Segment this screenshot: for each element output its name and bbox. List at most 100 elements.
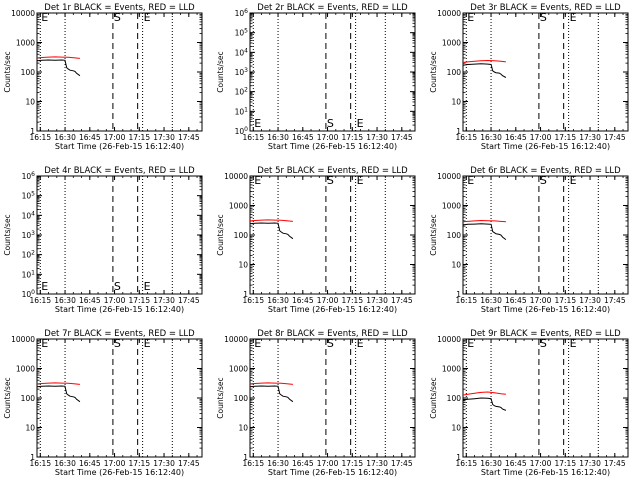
y-tick-label: 103	[235, 67, 249, 77]
marker-label: E	[144, 11, 151, 24]
x-tick-label: 16:30	[267, 296, 289, 305]
x-axis-label: Start Time (26-Feb-15 16:12:40)	[481, 468, 610, 477]
series-events-line	[249, 385, 294, 403]
y-tick-label: 10	[25, 424, 35, 433]
x-tick-label: 17:45	[391, 133, 413, 142]
x-tick-label: 16:15	[242, 133, 264, 142]
x-tick-label: 17:30	[153, 459, 175, 468]
y-tick-label: 100	[21, 394, 36, 403]
y-tick-label: 10000	[437, 9, 461, 18]
axes-frame	[249, 338, 416, 458]
axes-frame	[36, 175, 203, 295]
series-lld-line	[249, 382, 293, 385]
y-tick-label: 10	[451, 98, 461, 107]
axes-frame	[249, 12, 416, 132]
marker-label: S	[327, 337, 334, 350]
x-tick-label: 16:30	[54, 133, 76, 142]
series-events-line	[36, 59, 81, 77]
y-tick-label: 10000	[437, 335, 461, 344]
x-tick-label: 17:00	[317, 296, 339, 305]
marker-label: E	[144, 337, 151, 350]
marker-label: E	[41, 337, 48, 350]
series-events-line	[36, 385, 81, 403]
x-tick-label: 17:30	[153, 296, 175, 305]
x-tick-label: 17:45	[391, 459, 413, 468]
marker-label: E	[570, 174, 577, 187]
series-events-line	[462, 397, 507, 411]
y-tick-label: 1	[456, 127, 461, 136]
y-tick-label: 1000	[442, 39, 461, 48]
y-tick-label: 1	[456, 290, 461, 299]
y-tick-label: 100	[21, 68, 36, 77]
marker-label: E	[41, 11, 48, 24]
y-axis-label: Counts/sec	[429, 214, 438, 255]
marker-label: E	[467, 174, 474, 187]
x-tick-label: 17:30	[579, 296, 601, 305]
axes-frame	[249, 175, 416, 295]
x-tick-label: 17:15	[554, 296, 576, 305]
series-events-line	[249, 222, 294, 240]
y-tick-label: 1000	[229, 365, 248, 374]
x-axis-label: Start Time (26-Feb-15 16:12:40)	[55, 142, 184, 151]
y-tick-label: 10	[238, 424, 248, 433]
series-lld-line	[462, 59, 506, 63]
y-tick-label: 10000	[437, 172, 461, 181]
y-tick-label: 1000	[442, 202, 461, 211]
x-axis-label: Start Time (26-Feb-15 16:12:40)	[481, 142, 610, 151]
y-axis-label: Counts/sec	[3, 214, 12, 255]
y-tick-label: 105	[22, 191, 36, 201]
y-tick-label: 1	[30, 127, 35, 136]
x-tick-label: 17:45	[391, 296, 413, 305]
y-tick-label: 1000	[16, 365, 35, 374]
x-tick-label: 17:15	[128, 133, 150, 142]
x-tick-label: 16:45	[505, 296, 527, 305]
marker-label: S	[114, 11, 121, 24]
y-tick-label: 1000	[16, 39, 35, 48]
series-events-line	[462, 63, 507, 78]
x-tick-label: 17:45	[604, 459, 626, 468]
y-tick-label: 100	[234, 231, 249, 240]
series-lld-line	[462, 219, 506, 223]
y-tick-label: 103	[22, 230, 36, 240]
y-tick-label: 10	[451, 261, 461, 270]
x-tick-label: 16:45	[292, 459, 314, 468]
y-tick-label: 1	[243, 290, 248, 299]
y-tick-label: 101	[22, 269, 36, 279]
y-tick-label: 104	[235, 47, 249, 57]
x-tick-label: 16:30	[267, 459, 289, 468]
y-tick-label: 100	[235, 126, 249, 136]
x-tick-label: 17:15	[341, 296, 363, 305]
x-tick-label: 16:45	[292, 296, 314, 305]
panel-title: Det 1r BLACK = Events, RED = LLD	[44, 3, 195, 13]
x-tick-label: 17:00	[317, 133, 339, 142]
x-tick-label: 16:15	[455, 459, 477, 468]
x-tick-label: 16:45	[505, 459, 527, 468]
x-tick-label: 17:15	[554, 133, 576, 142]
y-tick-label: 102	[235, 87, 249, 97]
marker-label: E	[144, 280, 151, 293]
y-tick-label: 10000	[224, 335, 248, 344]
panel-6: Det 6r BLACK = Events, RED = LLD 16:15 16:…	[429, 166, 629, 314]
x-tick-label: 16:45	[292, 133, 314, 142]
x-tick-label: 17:15	[128, 296, 150, 305]
marker-label: E	[570, 11, 577, 24]
y-tick-label: 105	[235, 28, 249, 38]
y-tick-label: 100	[234, 394, 249, 403]
marker-label: E	[570, 337, 577, 350]
x-tick-label: 16:30	[267, 133, 289, 142]
x-axis-label: Start Time (26-Feb-15 16:12:40)	[268, 305, 397, 314]
x-tick-label: 17:45	[178, 296, 200, 305]
y-tick-label: 1000	[229, 202, 248, 211]
y-tick-label: 1	[30, 453, 35, 462]
marker-label: S	[540, 337, 547, 350]
y-axis-label: Counts/sec	[216, 214, 225, 255]
x-tick-label: 16:15	[455, 296, 477, 305]
panel-title: Det 7r BLACK = Events, RED = LLD	[44, 329, 195, 339]
panel-title: Det 6r BLACK = Events, RED = LLD	[470, 166, 621, 176]
